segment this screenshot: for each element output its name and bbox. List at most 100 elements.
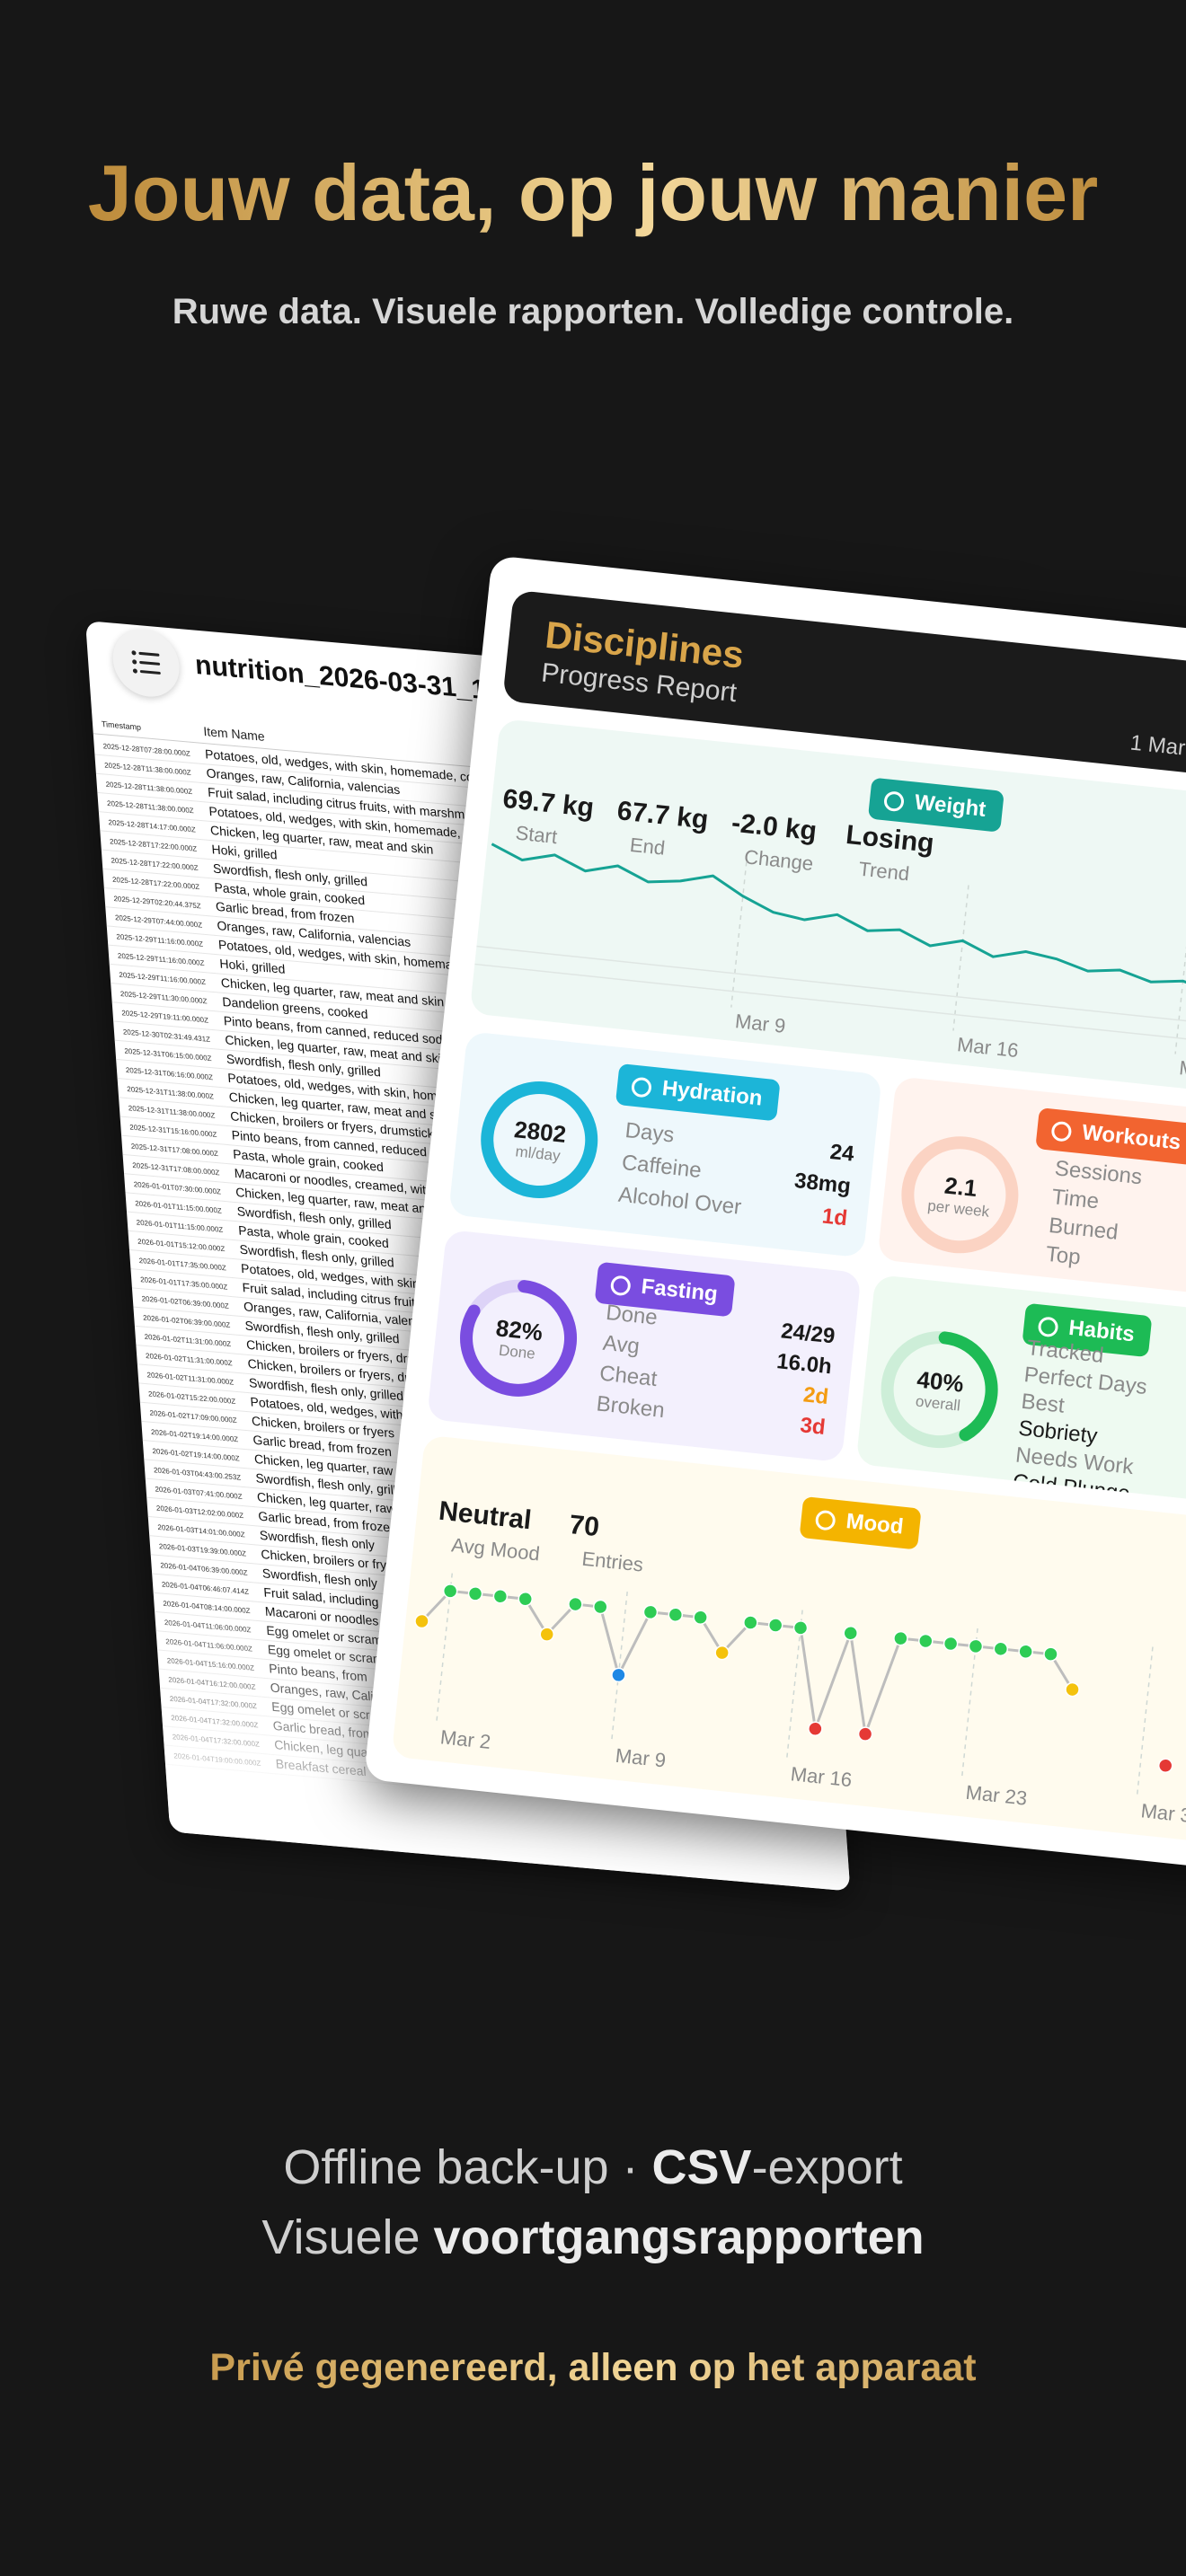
badge-icon [1050,1120,1073,1142]
row-value: 38mg [792,1169,853,1199]
feature-emphasis: voortgangsrapporten [433,2210,925,2264]
grid-line [785,1610,803,1760]
row-label: Burned [1047,1213,1120,1245]
badge-label: Fasting [640,1274,720,1307]
feature-text: Visuele [261,2210,434,2264]
chart: Mar 2 Mar 9 Mar 16 Mar 23 Mar 30 [392,1573,1186,1828]
ring [460,1279,578,1397]
row-label: Avg [601,1330,642,1359]
stat-value: 69.7 kg [500,783,596,824]
menu-icon [131,650,161,675]
badge-icon [609,1275,632,1297]
x-tick-label: Mar 23 [965,1781,1029,1810]
row-value: 16.0h [775,1349,833,1380]
mood-section: Mood Neutral Avg Mood 70 Entries Mar 2 Mar 9 Ma… [391,1434,1186,1849]
stat-value: 70 [567,1509,601,1543]
badge-icon [630,1076,653,1098]
ring-track [901,1136,1019,1254]
badge: Mood [799,1495,922,1550]
ring [881,1331,998,1449]
badge-label: Hydration [660,1076,764,1111]
grid-line [960,1628,978,1779]
row-value: 24/29 [779,1319,836,1349]
file-name: nutrition_2026-03-31_1 [194,649,488,706]
feature-text: -export [751,2140,903,2194]
menu-dot [131,650,137,656]
badge-label: Weight [913,790,987,822]
menu-button[interactable] [111,626,182,700]
mood-point [792,1620,809,1636]
x-tick-label: Mar 30 [1140,1799,1186,1828]
row-value: 24 [828,1140,855,1167]
stat-label: Avg Mood [450,1533,542,1566]
mood-point [767,1618,783,1633]
mood-point [1065,1681,1080,1698]
menu-line [139,670,161,675]
column-header: Item Name [202,723,266,744]
workouts-section: Workouts 2.1 per week Sessions Time Burned Top [877,1076,1186,1307]
tagline: Privé gegenereerd, alleen op het apparaa… [0,2342,1186,2393]
feature-line: Visuele voortgangsrapporten [0,2208,1186,2267]
mood-point [993,1641,1009,1657]
menu-dot [132,659,137,665]
mood-point [611,1667,626,1683]
mood-point [693,1610,708,1625]
x-tick-label: Mar 16 [956,1033,1020,1062]
row-label: Cheat [598,1361,659,1392]
stat-value: -2.0 kg [730,807,819,847]
mood-point [518,1591,533,1607]
x-tick-label: Mar 9 [734,1010,787,1037]
mood-point [1157,1758,1173,1773]
row-label: Time [1050,1185,1101,1214]
mood-point [539,1627,554,1642]
ring-track [481,1081,598,1199]
mood-point [642,1604,659,1620]
stat-value: 67.7 kg [615,796,710,835]
row-label: Alcohol Over [616,1182,743,1220]
mood-point [593,1599,608,1615]
menu-line [138,651,160,657]
badge-label: Workouts [1081,1120,1182,1155]
x-tick-label: Mar 23 [1178,1056,1186,1085]
ring [901,1136,1019,1254]
ring-arc [460,1279,578,1397]
hydration-section: Hydration 2802 ml/day Days 24 Caffeine 38mg Alc… [448,1031,882,1258]
mood-point [442,1584,458,1599]
mood-point [1043,1646,1058,1662]
row-label: Sessions [1053,1156,1144,1190]
mood-point [843,1626,858,1641]
mood-point [857,1726,873,1742]
rule [474,963,1186,1058]
x-tick-label: Mar 9 [615,1744,668,1772]
mood-point [893,1630,908,1646]
mood-point [414,1613,429,1629]
row-label: Caffeine [620,1150,703,1183]
row-label: Done [605,1300,659,1330]
mood-point [568,1596,583,1612]
grid-line [952,885,969,1031]
data-line [491,842,1186,1030]
grid-line [730,861,748,1008]
habits-section: Habits 40% overall Tracked Perfect Days Best S… [855,1274,1186,1512]
x-tick-label: Mar 2 [439,1725,492,1753]
badge: Hydration [615,1063,781,1122]
row-label: Broken [595,1391,666,1424]
row-label: Days [624,1118,676,1148]
stat-value: Neutral [437,1495,533,1536]
mood-point [714,1645,730,1661]
row-value: 2d [801,1382,830,1410]
badge-icon [882,790,906,813]
menu-line [139,661,161,666]
mood-point [492,1589,509,1604]
feature-text: Offline back-up · [283,2140,652,2194]
ring [481,1081,598,1199]
subheadline: Ruwe data. Visuele rapporten. Volledige … [172,292,1014,331]
csv-sheet: nutrition_2026-03-31_1 Timestamp Item Name… [85,621,851,1892]
report-date: 1 Mar 20 [1128,730,1186,763]
row-label: Best [1020,1389,1066,1418]
badge-icon [1037,1316,1059,1338]
feature-line: Offline back-up · CSV-export [0,2138,1186,2197]
menu-dot [132,668,137,674]
grid-line [610,1591,628,1742]
